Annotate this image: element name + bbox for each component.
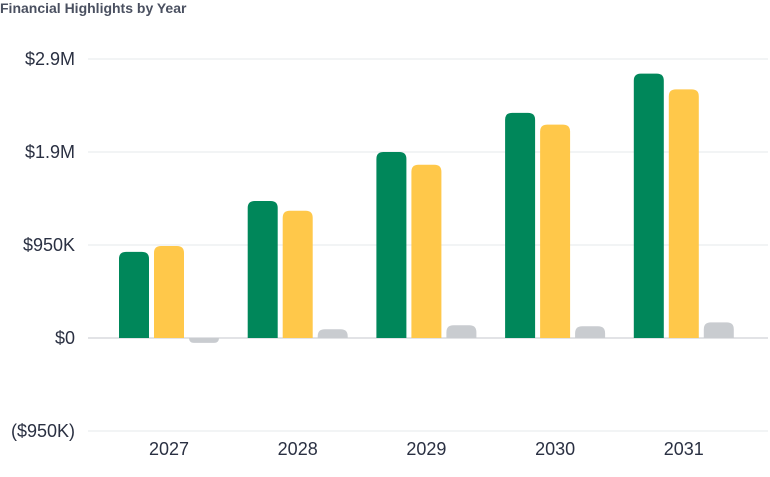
bar-2029-series-3 [446,325,477,338]
bar-2029-series-2 [411,164,442,338]
x-tick-label: 2030 [535,439,575,459]
x-axis-ticks: 2027 2028 2029 2030 2031 [149,439,704,459]
bar-2027-series-3 [189,338,219,343]
bar-2031-series-1 [633,73,664,339]
x-tick-label: 2027 [149,439,189,459]
bar-2031-series-2 [668,89,699,338]
y-tick-label: $950K [23,235,75,255]
y-tick-label: $0 [55,328,75,348]
bar-2030-series-3 [575,326,606,338]
bar-2031-series-3 [703,322,734,338]
bar-2030-series-1 [505,112,536,338]
bar-2027-series-2 [154,245,184,338]
y-axis-ticks: $2.9M $1.9M $950K $0 ($950K) [11,49,75,441]
bar-2028-series-1 [247,200,278,338]
y-tick-label: $2.9M [25,49,75,69]
y-tick-label: $1.9M [25,142,75,162]
bar-2028-series-2 [282,210,313,338]
x-tick-label: 2029 [406,439,446,459]
bar-2030-series-2 [540,124,571,338]
y-tick-label: ($950K) [11,421,75,441]
bar-2028-series-3 [317,329,348,338]
bar-2027-series-1 [119,251,149,338]
x-tick-label: 2028 [278,439,318,459]
chart-title: Financial Highlights by Year [0,0,187,16]
x-tick-label: 2031 [664,439,704,459]
bars [119,73,734,343]
bar-2029-series-1 [376,152,407,338]
